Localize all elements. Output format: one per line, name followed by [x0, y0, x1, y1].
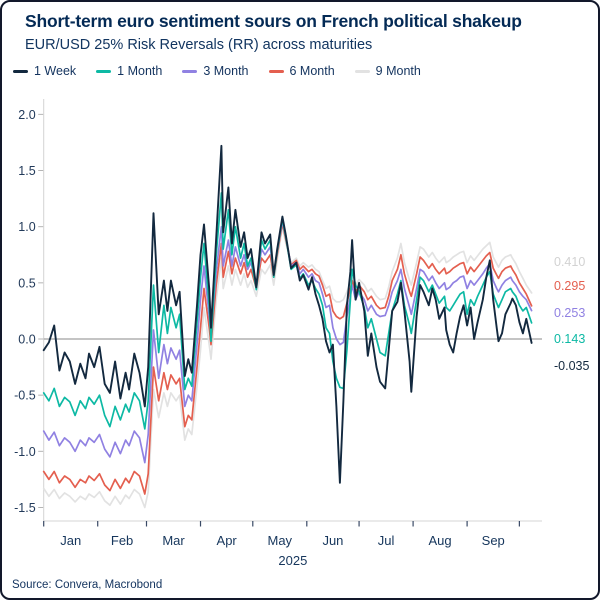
legend-swatch-9-month — [354, 69, 370, 73]
end-label-9-month: 0.410 — [554, 255, 585, 269]
y-tick-label: 2.0 — [18, 108, 35, 122]
x-month-label: Mar — [162, 533, 185, 548]
y-tick-label: -0.5 — [14, 389, 36, 403]
end-label-3-month: 0.253 — [554, 306, 585, 320]
legend-swatch-6-month — [268, 69, 284, 73]
end-label-1-month: 0.143 — [554, 332, 585, 346]
legend-item-9-month: 9 Month — [354, 64, 421, 78]
legend-swatch-1-week — [13, 69, 28, 73]
legend: 1 Week 1 Month 3 Month 6 Month 9 Month — [13, 64, 421, 78]
x-month-label: Jan — [60, 533, 81, 548]
legend-item-6-month: 6 Month — [268, 64, 335, 78]
legend-label: 1 Week — [34, 64, 77, 78]
y-tick-label: 0.0 — [18, 333, 35, 347]
legend-label: 3 Month — [203, 64, 249, 78]
legend-label: 6 Month — [289, 64, 335, 78]
series-line-1-month — [42, 192, 533, 430]
series-line-9-month — [42, 225, 533, 509]
y-tick-label: 0.5 — [18, 276, 35, 290]
legend-item-1-month: 1 Month — [96, 64, 162, 78]
legend-item-1-week: 1 Week — [13, 64, 76, 78]
x-month-label: Jun — [322, 533, 343, 548]
x-month-label: Sep — [482, 533, 505, 548]
x-month-label: Feb — [111, 533, 133, 548]
source-note: Source: Convera, Macrobond — [12, 579, 163, 591]
legend-label: 9 Month — [375, 64, 421, 78]
x-month-label: Jul — [378, 533, 395, 548]
legend-swatch-3-month — [182, 69, 198, 73]
x-month-label: May — [268, 533, 293, 548]
x-month-label: Aug — [429, 533, 452, 548]
y-tick-label: -1.0 — [14, 445, 36, 459]
end-label-1-week: -0.035 — [554, 359, 589, 373]
y-tick-label: 1.0 — [18, 220, 35, 234]
y-tick-label: 1.5 — [18, 164, 35, 178]
year-label: 2025 — [278, 553, 307, 568]
x-month-label: Apr — [217, 533, 238, 548]
series-line-1-week — [42, 144, 533, 484]
legend-swatch-1-month — [96, 69, 112, 73]
y-tick-label: -1.5 — [14, 501, 36, 515]
end-label-6-month: 0.295 — [554, 279, 585, 293]
legend-label: 1 Month — [117, 64, 163, 78]
chart-subtitle: EUR/USD 25% Risk Reversals (RR) across m… — [25, 37, 373, 53]
legend-item-3-month: 3 Month — [182, 64, 249, 78]
series-line-3-month — [42, 220, 533, 464]
page-title: Short-term euro sentiment sours on Frenc… — [25, 11, 522, 31]
series-line-6-month — [42, 222, 533, 495]
